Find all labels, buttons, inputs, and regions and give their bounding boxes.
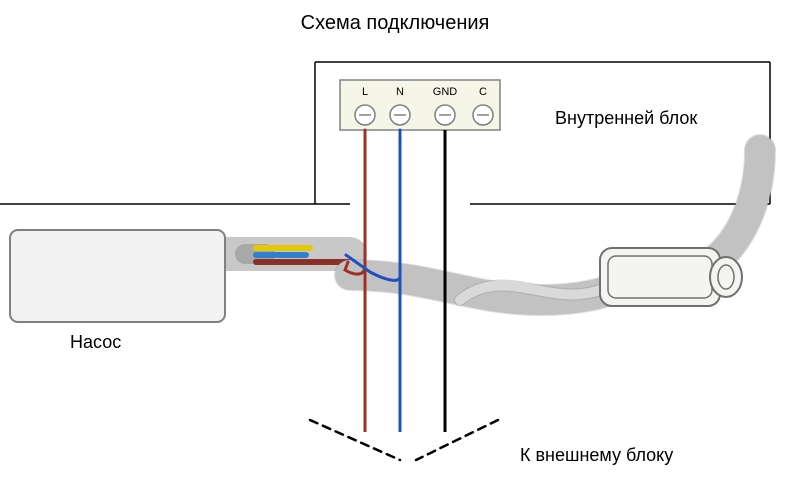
svg-text:C: C [479, 86, 487, 98]
wiring-diagram-canvas: L N GND C [0, 0, 790, 500]
svg-text:GND: GND [433, 86, 458, 98]
svg-text:L: L [362, 86, 368, 98]
svg-text:N: N [396, 86, 404, 98]
